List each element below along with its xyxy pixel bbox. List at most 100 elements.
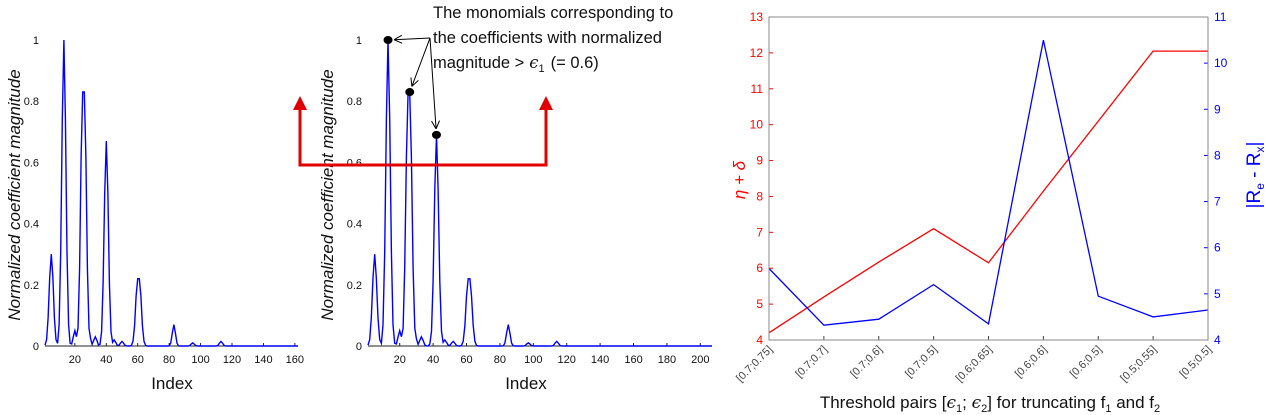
highlighted-point — [383, 36, 393, 44]
p1-x-tick-label: 80 — [163, 354, 175, 366]
threshold-arrowhead-left — [293, 96, 307, 110]
threshold-bracket — [293, 96, 553, 167]
x-label-f-sub1: 1 — [1105, 403, 1111, 415]
epsilon-subscript: 1 — [539, 63, 545, 75]
right-tick-label: 6 — [1214, 241, 1221, 255]
p2-x-axis-label: Index — [505, 374, 547, 393]
left-tick-label: 6 — [756, 261, 763, 275]
p3-left-tick-labels: 4 5 6 7 8 9 10 11 12 13 — [750, 10, 764, 347]
annotation-arrow — [429, 37, 437, 129]
right-label-part-3: | — [1244, 142, 1265, 147]
left-tick-label: 13 — [750, 10, 764, 24]
annotation-arrowhead — [431, 120, 440, 130]
category-label: [0.6;0.6] — [1013, 344, 1050, 381]
x-label-part-1: Threshold pairs [ — [820, 393, 947, 412]
coefficient-plot-1: 20 40 60 80 100 120 140 160 0 0.2 0.4 0.6 0.8 1 Inde… — [5, 35, 304, 393]
highlighted-point — [431, 130, 441, 139]
left-tick-label: 4 — [756, 333, 763, 347]
p2-x-tick-label: 180 — [658, 354, 676, 366]
p2-y-tick-label: 0.2 — [347, 280, 362, 292]
left-tick-label: 7 — [756, 225, 763, 239]
category-label: [0.5;0.5] — [1178, 344, 1215, 381]
p2-x-tick-label: 140 — [591, 354, 609, 366]
right-tick-label: 10 — [1214, 56, 1228, 70]
left-tick-label: 12 — [750, 46, 764, 60]
p2-x-tick-label: 100 — [524, 354, 542, 366]
p1-y-tick-label: 0.4 — [24, 219, 39, 231]
p1-y-tick-label: 0.6 — [24, 157, 39, 169]
p1-x-tick-label: 60 — [132, 354, 144, 366]
x-label-eps1: ϵ — [946, 393, 956, 413]
residual-difference-line — [768, 39, 1209, 326]
right-label-sub-e: e — [1253, 183, 1267, 190]
p1-y-tick-label: 0.2 — [24, 280, 39, 292]
left-tick-label: 11 — [751, 82, 764, 96]
annotation-arrowhead — [393, 34, 403, 44]
left-tick-label: 8 — [756, 189, 763, 203]
p2-y-tick-label: 0.4 — [347, 219, 362, 231]
p2-y-tick-label: 0.6 — [347, 157, 362, 169]
p2-y-axis-label: Normalized coefficient magnitude — [318, 69, 337, 320]
p2-x-tick-label: 20 — [394, 354, 406, 366]
p1-coefficient-line — [44, 39, 298, 347]
p3-right-tick-labels: 4 5 6 7 8 9 10 11 — [1214, 10, 1228, 347]
category-label: [0.7;0.75] — [734, 344, 775, 385]
right-tick-label: 7 — [1214, 195, 1221, 209]
category-label: [0.6;0.5] — [1068, 344, 1105, 381]
p3-left-axis-label: η + δ — [730, 160, 749, 199]
annotation-line-2: the coefficients with normalized — [433, 29, 662, 47]
right-tick-label: 4 — [1214, 333, 1221, 347]
p3-x-axis-label: Threshold pairs [ϵ1; ϵ2] for truncating … — [820, 393, 1160, 415]
eta-delta-line — [768, 50, 1208, 334]
right-label-part-1: |R — [1244, 190, 1265, 209]
right-tick-label: 11 — [1214, 10, 1227, 24]
annotation-line-1: The monomials corresponding to — [433, 4, 673, 22]
p2-x-tick-labels: 20 40 60 80 100 120 140 160 180 200 — [394, 354, 710, 366]
category-label: [0.6;0.65] — [954, 344, 995, 385]
x-label-sep: ; — [962, 393, 971, 412]
left-tick-label: 5 — [756, 297, 763, 311]
annotation-line-3-tail: (= 0.6) — [551, 54, 599, 72]
p1-y-tick-labels: 0 0.2 0.4 0.6 0.8 1 — [24, 35, 39, 353]
p2-x-tick-label: 60 — [460, 354, 472, 366]
left-tick-label: 10 — [750, 118, 764, 132]
x-label-part-3: and f — [1111, 393, 1154, 412]
annotation-line-3-text: magnitude > — [433, 54, 524, 72]
annotation-line-3: magnitude > ϵ1 (= 0.6) — [433, 53, 599, 75]
x-label-part-2: ] for truncating f — [987, 393, 1105, 412]
annotation-arrowhead — [410, 77, 419, 87]
annotation-arrow — [411, 37, 431, 87]
right-label-part-2: - R — [1244, 152, 1265, 183]
p3-right-axis-label: |Re - Rx| — [1244, 142, 1267, 209]
x-label-eps2: ϵ — [972, 393, 982, 413]
threshold-arrowhead-right — [539, 96, 553, 110]
p1-x-tick-labels: 20 40 60 80 100 120 140 160 — [69, 354, 304, 366]
x-label-sub2: 2 — [981, 403, 987, 415]
x-label-sub1: 1 — [956, 403, 962, 415]
category-label: [0.5;0.55] — [1118, 344, 1159, 385]
p1-x-tick-label: 40 — [100, 354, 112, 366]
x-label-f-sub2: 2 — [1154, 403, 1160, 415]
category-label: [0.7;0.6] — [848, 344, 885, 381]
annotation-text: The monomials corresponding to the coeff… — [433, 4, 673, 75]
p2-highlighted-points — [383, 36, 441, 139]
threshold-line — [298, 110, 548, 167]
p2-x-tick-label: 80 — [494, 354, 506, 366]
p2-x-tick-label: 40 — [427, 354, 439, 366]
p2-x-tick-label: 120 — [558, 354, 576, 366]
p1-y-tick-label: 1 — [33, 35, 39, 47]
right-tick-label: 8 — [1214, 148, 1221, 162]
highlighted-point — [405, 88, 415, 97]
p1-y-axis-label: Normalized coefficient magnitude — [5, 69, 24, 320]
annotation-arrows — [393, 34, 440, 130]
right-tick-label: 9 — [1214, 102, 1221, 116]
p1-x-tick-label: 100 — [191, 354, 209, 366]
p1-x-tick-label: 160 — [286, 354, 304, 366]
right-tick-label: 5 — [1214, 287, 1221, 301]
p2-x-tick-label: 200 — [691, 354, 709, 366]
p2-y-tick-label: 0.8 — [347, 96, 362, 108]
p3-frame — [768, 16, 1209, 341]
p2-y-tick-labels: 0 0.2 0.4 0.6 0.8 1 — [347, 35, 362, 353]
category-label: [0.7;0.5] — [903, 344, 940, 381]
